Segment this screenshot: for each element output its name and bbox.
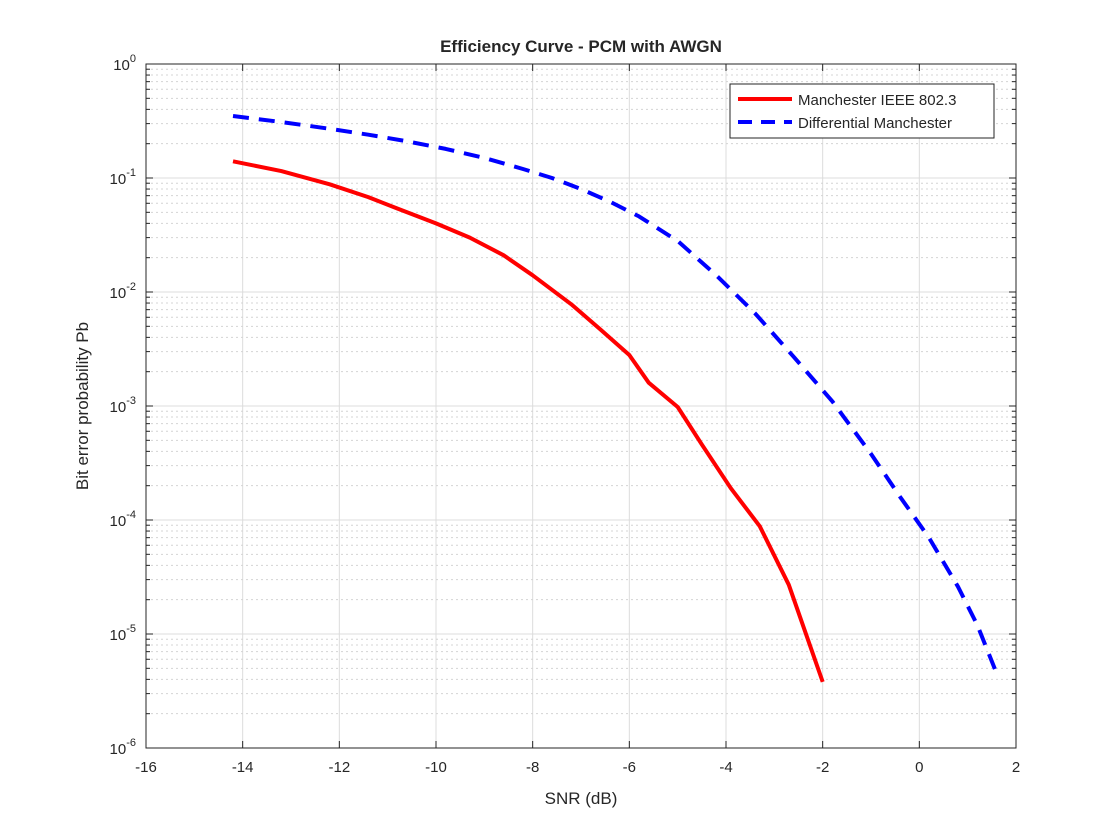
y-tick-label: 10-4 — [110, 509, 136, 530]
x-tick-label: -8 — [526, 759, 539, 776]
x-tick-label: -4 — [719, 759, 732, 776]
y-tick-label: 10-6 — [110, 737, 136, 758]
y-tick-label: 10-3 — [110, 395, 136, 416]
y-tick-label: 10-5 — [110, 623, 136, 644]
x-axis-label: SNR (dB) — [545, 789, 618, 808]
grid — [145, 63, 1017, 749]
series-line-differential-manchester — [232, 114, 999, 675]
y-tick-label: 10-1 — [110, 167, 136, 188]
x-tick-label: 0 — [915, 759, 923, 776]
tick-labels: -16 -14 -12 -10 -8 -6 -4 -2 0 2 100 10-1 10-2 10-3 10-… — [110, 53, 1021, 776]
chart-title: Efficiency Curve - PCM with AWGN — [440, 37, 722, 56]
series-line-manchester — [232, 159, 825, 683]
legend-label-differential: Differential Manchester — [798, 115, 952, 132]
y-tick-label: 10-2 — [110, 281, 136, 302]
series-lines — [232, 114, 999, 683]
x-tick-label: -6 — [623, 759, 636, 776]
x-tick-label: 2 — [1012, 759, 1020, 776]
x-tick-label: -12 — [328, 759, 350, 776]
x-tick-label: -14 — [232, 759, 254, 776]
ticks — [145, 63, 1017, 749]
legend: Manchester IEEE 802.3 Differential Manch… — [729, 83, 995, 139]
y-axis-label: Bit error probability Pb — [73, 322, 92, 490]
x-tick-label: -10 — [425, 759, 447, 776]
legend-label-manchester: Manchester IEEE 802.3 — [798, 92, 956, 109]
y-tick-label: 100 — [113, 53, 136, 74]
legend-box — [729, 83, 995, 139]
x-tick-label: -2 — [816, 759, 829, 776]
x-tick-label: -16 — [135, 759, 157, 776]
